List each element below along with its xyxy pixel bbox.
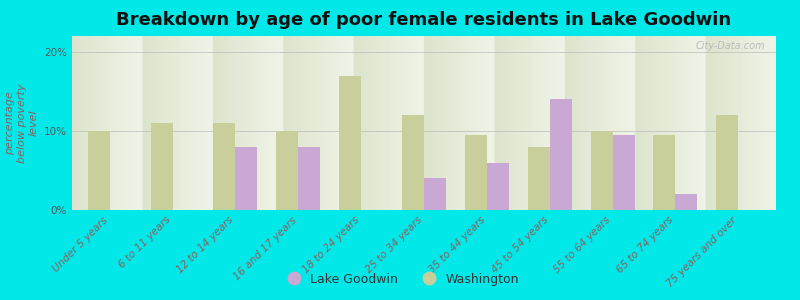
Bar: [88, 131, 110, 210]
Bar: [235, 147, 258, 210]
Title: Breakdown by age of poor female residents in Lake Goodwin: Breakdown by age of poor female resident…: [117, 11, 731, 29]
Bar: [654, 135, 675, 210]
Bar: [150, 123, 173, 210]
Bar: [528, 147, 550, 210]
Bar: [424, 178, 446, 210]
Bar: [590, 131, 613, 210]
Text: City-Data.com: City-Data.com: [696, 41, 766, 51]
Y-axis label: percentage
below poverty
level: percentage below poverty level: [6, 83, 38, 163]
Legend: Lake Goodwin, Washington: Lake Goodwin, Washington: [276, 268, 524, 291]
Bar: [339, 76, 361, 210]
Bar: [465, 135, 487, 210]
Bar: [298, 147, 320, 210]
Bar: [214, 123, 235, 210]
Bar: [716, 115, 738, 210]
Bar: [402, 115, 424, 210]
Bar: [487, 163, 509, 210]
Bar: [276, 131, 298, 210]
Bar: [613, 135, 634, 210]
Bar: [675, 194, 698, 210]
Bar: [550, 99, 572, 210]
